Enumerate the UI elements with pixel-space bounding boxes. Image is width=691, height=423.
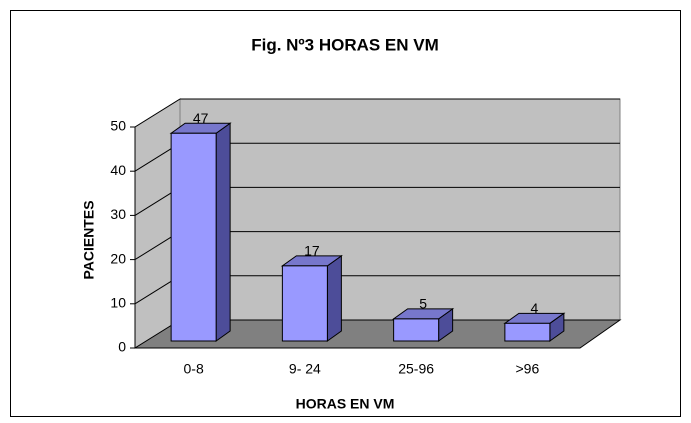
x-tick-label: 0-8: [184, 361, 204, 377]
y-tick-label: 50: [110, 118, 126, 134]
x-tick-label: >96: [516, 361, 540, 377]
y-axis-title: PACIENTES: [81, 200, 97, 279]
bar: [281, 265, 328, 342]
bar: [504, 322, 551, 342]
value-label: 4: [530, 300, 538, 316]
grid-line: [134, 98, 181, 128]
bar: [393, 318, 440, 342]
bar: [170, 132, 217, 342]
y-tick-label: 10: [110, 295, 126, 311]
back-wall: [179, 98, 621, 321]
chart-title: Fig. Nº3 HORAS EN VM: [251, 35, 439, 54]
value-label: 5: [419, 296, 427, 312]
x-axis-title: HORAS EN VM: [296, 396, 395, 412]
y-tick-label: 40: [110, 162, 126, 178]
y-tick-label: 0: [118, 339, 126, 355]
value-label: 17: [304, 243, 320, 259]
y-tick-label: 20: [110, 250, 126, 266]
bar-side: [326, 254, 342, 342]
x-tick-label: 25-96: [398, 361, 434, 377]
value-label: 47: [193, 110, 209, 126]
bar-side: [215, 122, 231, 342]
x-tick-label: 9- 24: [289, 361, 321, 377]
y-tick-label: 30: [110, 206, 126, 222]
